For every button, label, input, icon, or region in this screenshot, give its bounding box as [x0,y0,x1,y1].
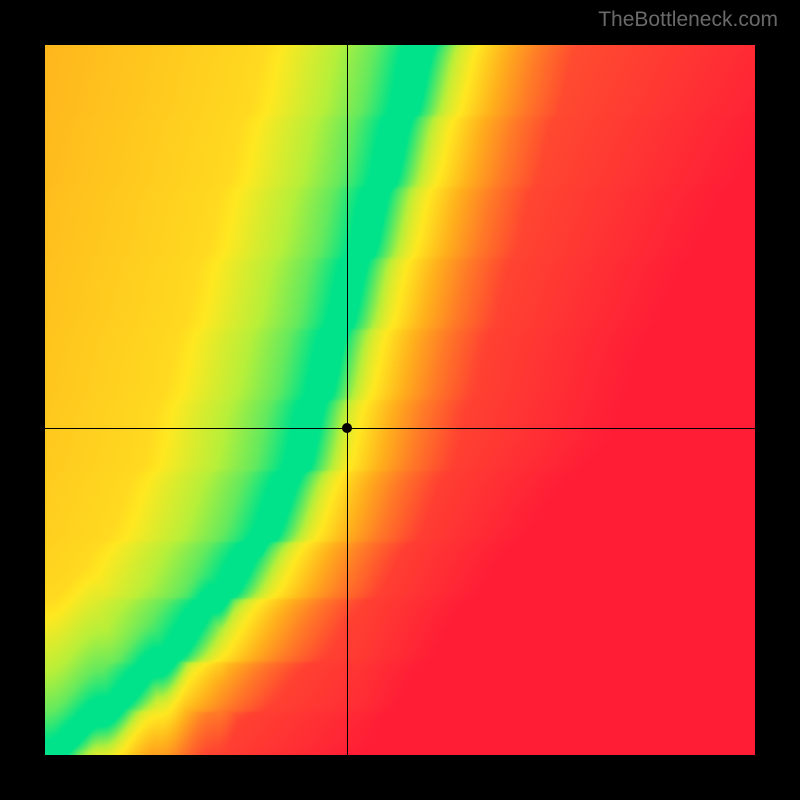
crosshair-vertical [347,45,348,755]
crosshair-marker [342,423,352,433]
watermark-text: TheBottleneck.com [598,8,778,32]
crosshair-horizontal [45,428,755,429]
heatmap-canvas [45,45,755,755]
plot-area [45,45,755,755]
